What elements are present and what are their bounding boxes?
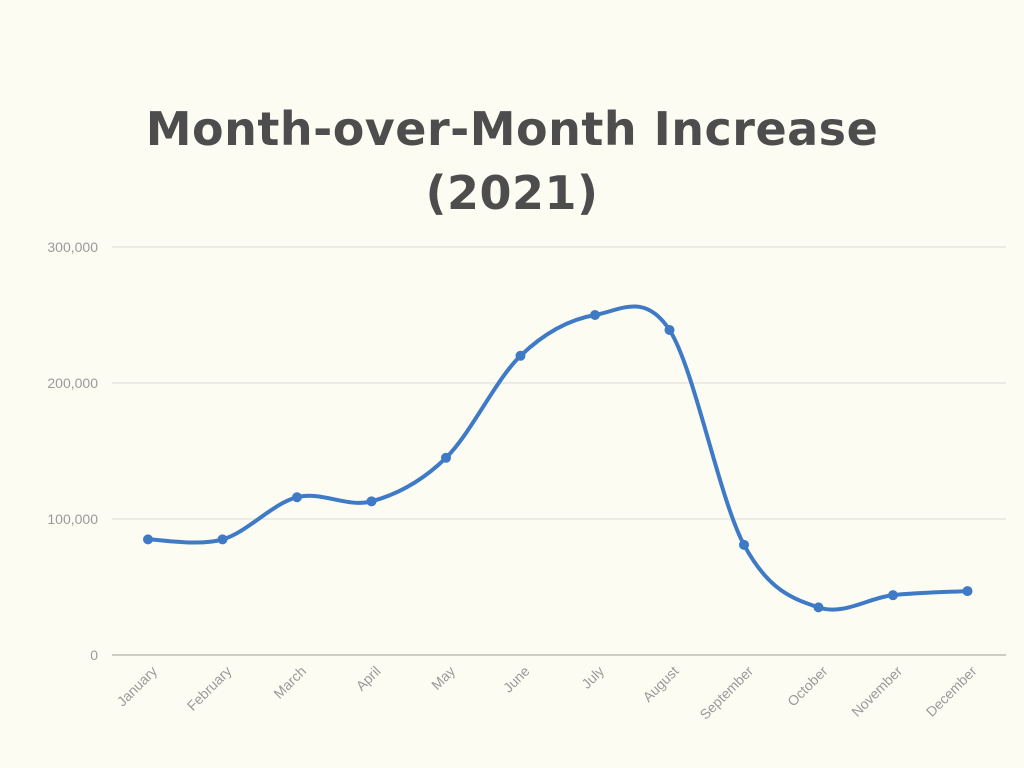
data-point-june (515, 350, 526, 361)
y-tick-label: 0 (90, 647, 98, 663)
x-tick-label: July (578, 663, 607, 692)
data-point-august (664, 324, 675, 335)
x-tick-label: November (848, 663, 905, 720)
x-tick-label: March (270, 663, 309, 702)
y-tick-label: 100,000 (47, 511, 98, 527)
data-point-december (962, 586, 973, 597)
data-point-may (441, 452, 451, 463)
chart-title: Month-over-Month Increase (145, 102, 879, 156)
y-tick-label: 300,000 (47, 239, 98, 255)
x-tick-label: September (696, 663, 756, 723)
x-tick-label: December (923, 663, 980, 720)
x-tick-label: August (639, 663, 681, 705)
x-tick-label: June (500, 663, 533, 696)
data-point-october (813, 602, 824, 613)
data-point-november (888, 590, 898, 601)
chart-subtitle-year: (2021) (425, 166, 599, 220)
data-point-march (292, 492, 302, 503)
x-tick-label: April (352, 663, 383, 694)
y-tick-label: 200,000 (47, 375, 98, 391)
x-tick-label: January (114, 663, 161, 710)
x-tick-label: October (784, 663, 831, 710)
y-axis-tick-labels: 0 100,000 200,000 300,000 (47, 239, 98, 663)
x-axis-tick-labels: January February March April May June July Augu… (114, 663, 980, 723)
x-tick-label: February (184, 663, 235, 714)
grid-lines (112, 246, 1006, 520)
data-point-september (739, 539, 749, 550)
series-line (146, 304, 970, 612)
x-tick-label: May (428, 663, 458, 693)
data-point-april (366, 496, 377, 507)
data-points (143, 310, 973, 613)
data-point-january (143, 534, 153, 545)
series-line-group (146, 304, 970, 612)
data-point-february (217, 534, 228, 545)
data-point-july (590, 310, 600, 320)
